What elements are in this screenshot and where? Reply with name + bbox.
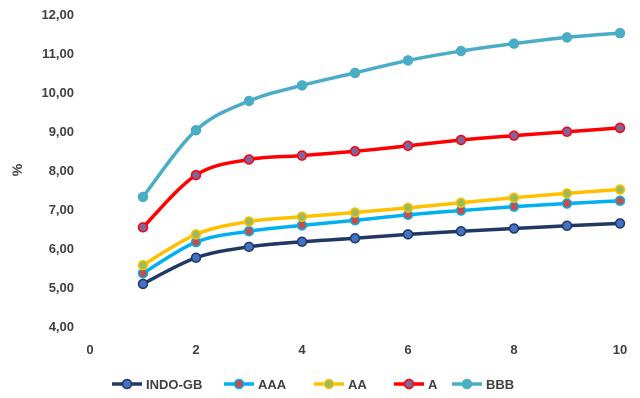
data-point-bbb: [508, 38, 520, 49]
data-point-indo-gb: [137, 278, 149, 290]
data-point-aaa: [614, 195, 626, 207]
legend-swatch-marker: [403, 378, 415, 390]
data-point-a: [614, 122, 626, 134]
series-line-bbb: [141, 31, 622, 199]
data-point-bbb: [137, 191, 149, 203]
legend-item-aaa: AAA: [224, 377, 287, 392]
data-point-indo-gb: [455, 225, 467, 237]
data-point-a: [243, 154, 255, 165]
data-point-aa: [190, 229, 202, 240]
data-point-aa: [349, 207, 361, 218]
data-point-bbb: [402, 55, 414, 66]
legend-item-a: A: [394, 377, 438, 392]
series-lines: [137, 27, 626, 290]
x-tick-label: 4: [298, 342, 306, 357]
data-point-aa: [243, 216, 255, 227]
data-point-indo-gb: [402, 229, 414, 240]
legend-swatch-marker: [461, 378, 473, 390]
x-tick-label: 0: [86, 342, 93, 357]
series-line-indo-gb: [141, 221, 622, 286]
data-point-a: [402, 140, 414, 152]
legend-item-bbb: BBB: [452, 377, 514, 392]
data-point-a: [561, 126, 573, 138]
data-point-indo-gb: [561, 220, 573, 232]
legend-label: AAA: [258, 377, 287, 392]
data-point-a: [137, 222, 149, 233]
series-aa: [137, 184, 626, 271]
data-point-aa: [402, 202, 414, 214]
data-point-bbb: [614, 27, 626, 39]
y-tick-label: 4,00: [49, 319, 74, 334]
legend-label: AA: [348, 377, 367, 392]
x-tick-label: 6: [404, 342, 411, 357]
data-point-bbb: [561, 32, 573, 43]
data-point-bbb: [349, 67, 361, 79]
data-point-indo-gb: [190, 252, 202, 263]
data-point-aa: [508, 192, 520, 203]
legend-label: INDO-GB: [146, 377, 202, 392]
data-point-indo-gb: [243, 241, 255, 253]
series-line-a: [141, 126, 622, 230]
data-point-aa: [296, 211, 308, 223]
data-point-aaa: [508, 201, 520, 212]
y-tick-label: 9,00: [49, 124, 74, 139]
data-point-aa: [561, 188, 573, 199]
legend: INDO-GB AAA AA A BBB: [112, 377, 514, 392]
legend-label: BBB: [486, 377, 514, 392]
data-point-aa: [614, 184, 626, 195]
y-tick-label: 8,00: [49, 163, 74, 178]
legend-item-indo-gb: INDO-GB: [112, 377, 202, 392]
series-a: [137, 122, 626, 233]
data-point-bbb: [296, 80, 308, 91]
data-point-a: [190, 169, 202, 181]
y-tick-label: 5,00: [49, 280, 74, 295]
y-tick-label: 6,00: [49, 241, 74, 256]
data-point-aa: [455, 197, 467, 209]
data-point-aa: [137, 259, 149, 271]
data-point-a: [349, 146, 361, 157]
data-point-a: [296, 150, 308, 161]
y-axis-label: %: [9, 163, 25, 176]
data-point-indo-gb: [349, 233, 361, 244]
data-point-aaa: [561, 198, 573, 209]
legend-item-aa: AA: [314, 377, 367, 392]
x-tick-label: 8: [510, 342, 517, 357]
data-point-indo-gb: [296, 236, 308, 248]
data-point-aaa: [243, 225, 255, 237]
data-point-bbb: [243, 95, 255, 107]
series-indo-gb: [137, 218, 626, 290]
legend-label: A: [428, 377, 438, 392]
series-bbb: [137, 27, 626, 203]
legend-swatch-marker: [323, 378, 335, 390]
data-point-a: [455, 134, 467, 146]
data-point-indo-gb: [508, 223, 520, 234]
series-aaa: [137, 195, 626, 279]
series-line-aaa: [141, 199, 622, 276]
data-point-bbb: [190, 124, 202, 136]
axes: 0 2 4 6 8 10 4,00 5,00 6,00 7,00 8,00 9,00 10,00 11,0…: [9, 7, 627, 357]
data-point-bbb: [455, 45, 467, 57]
y-tick-label: 7,00: [49, 202, 74, 217]
data-point-a: [508, 130, 520, 141]
y-tick-label: 11,00: [42, 46, 74, 61]
y-tick-label: 10,00: [41, 85, 74, 100]
series-line-aa: [141, 187, 622, 267]
y-tick-label: 12,00: [41, 7, 74, 22]
data-point-indo-gb: [614, 218, 626, 229]
data-point-aaa: [296, 220, 308, 231]
legend-swatch-marker: [121, 378, 133, 390]
x-tick-label: 2: [192, 342, 199, 357]
legend-swatch-marker: [233, 378, 245, 390]
x-tick-label: 10: [613, 342, 627, 357]
